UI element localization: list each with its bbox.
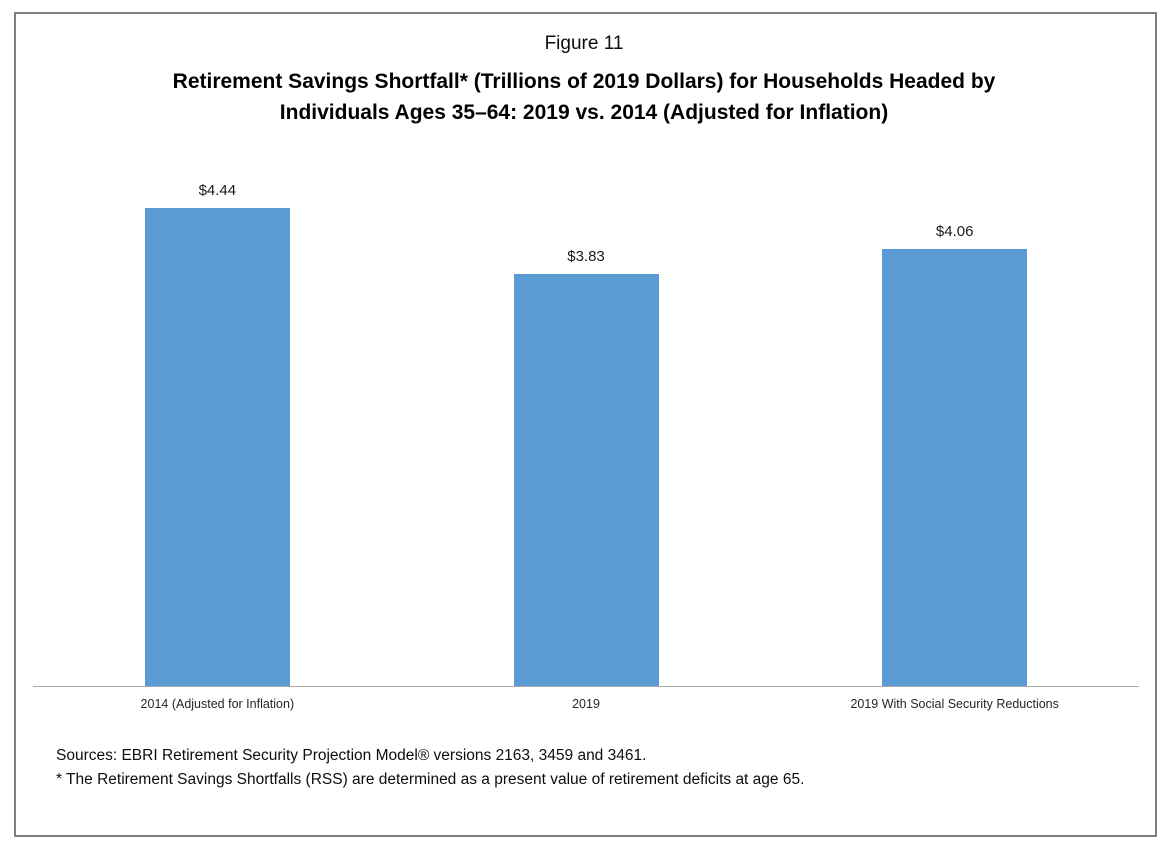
bar-slot: $3.83 bbox=[402, 167, 771, 686]
bar-value-label: $4.06 bbox=[935, 223, 974, 240]
bar-slot: $4.44 bbox=[33, 167, 402, 686]
bar-value-label: $4.44 bbox=[198, 182, 237, 199]
bar-2 bbox=[882, 249, 1028, 686]
bar-value-label: $3.83 bbox=[567, 248, 605, 265]
x-axis-labels: 2014 (Adjusted for Inflation) 2019 2019 Wi… bbox=[33, 697, 1139, 711]
sources-text: Sources: EBRI Retirement Security Projec… bbox=[56, 747, 647, 764]
bar-1 bbox=[513, 274, 659, 686]
footnote-text: * The Retirement Savings Shortfalls (RSS… bbox=[56, 771, 805, 788]
figure-title: Retirement Savings Shortfall* (Trillions… bbox=[0, 66, 1168, 128]
bar-chart-plot-area: $4.44 $3.83 $4.06 bbox=[33, 167, 1139, 687]
x-axis-label-1: 2019 bbox=[572, 697, 600, 711]
bar-0 bbox=[144, 208, 290, 686]
x-axis-label-2: 2019 With Social Security Reductions bbox=[850, 697, 1059, 711]
figure-number: Figure 11 bbox=[544, 33, 624, 54]
figure-title-line2: Individuals Ages 35–64: 2019 vs. 2014 (A… bbox=[279, 101, 889, 124]
bar-slot: $4.06 bbox=[770, 167, 1139, 686]
x-axis-label-0: 2014 (Adjusted for Inflation) bbox=[140, 697, 295, 711]
figure-footer: Sources: EBRI Retirement Security Projec… bbox=[56, 744, 1128, 792]
figure-title-line1: Retirement Savings Shortfall* (Trillions… bbox=[172, 70, 996, 93]
